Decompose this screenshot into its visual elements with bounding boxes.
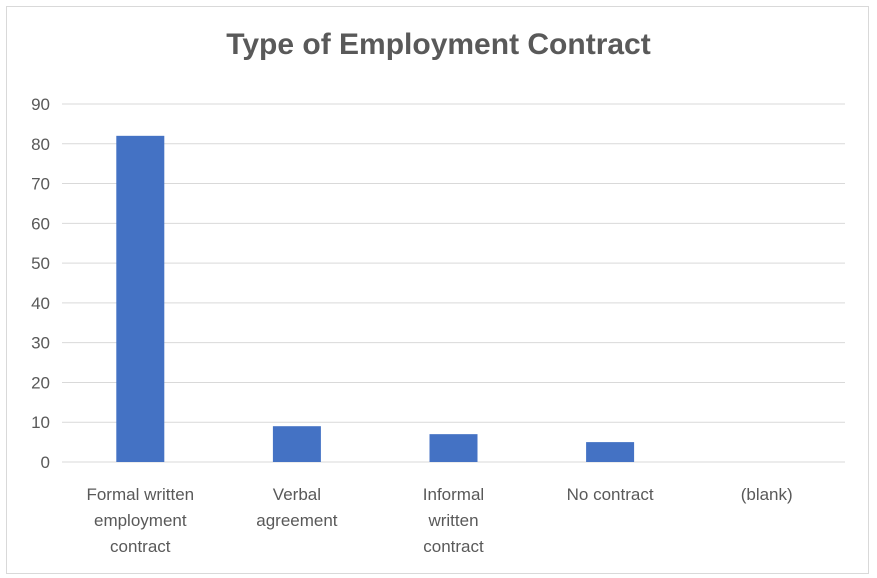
x-tick-label: (blank) bbox=[741, 485, 793, 504]
bar-3 bbox=[586, 442, 635, 462]
y-tick-label: 20 bbox=[31, 373, 50, 392]
x-tick-label: No contract bbox=[567, 485, 654, 504]
y-axis-ticks: 0 10 20 30 40 50 60 70 80 90 bbox=[31, 95, 50, 472]
y-tick-label: 10 bbox=[31, 413, 50, 432]
bar-1 bbox=[272, 426, 321, 462]
y-tick-label: 80 bbox=[31, 135, 50, 154]
y-tick-label: 70 bbox=[31, 175, 50, 194]
y-tick-label: 0 bbox=[41, 453, 50, 472]
bar-2 bbox=[429, 434, 478, 462]
x-tick-label: Formal written employment contract bbox=[86, 485, 194, 556]
y-tick-label: 90 bbox=[31, 95, 50, 114]
x-tick-label: Informal written contract bbox=[423, 485, 484, 556]
bars bbox=[116, 135, 635, 463]
y-tick-label: 40 bbox=[31, 294, 50, 313]
bar-0 bbox=[116, 135, 165, 463]
y-tick-label: 60 bbox=[31, 214, 50, 233]
y-tick-label: 30 bbox=[31, 334, 50, 353]
x-axis-labels: Formal written employment contract Verbal ag… bbox=[86, 485, 792, 556]
y-tick-label: 50 bbox=[31, 254, 50, 273]
gridlines bbox=[62, 103, 845, 463]
chart-title: Type of Employment Contract bbox=[226, 28, 651, 61]
x-tick-label: Verbal agreement bbox=[256, 485, 338, 530]
